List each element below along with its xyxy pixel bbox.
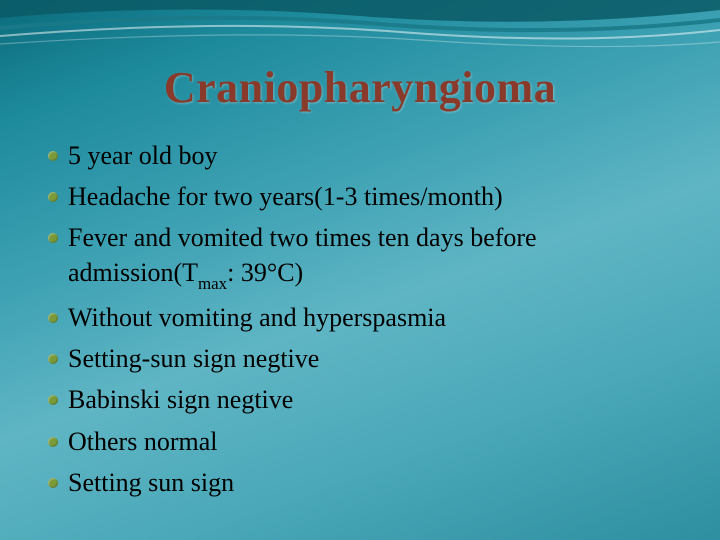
bullet-icon — [48, 478, 58, 488]
bullet-text: Headache for two years(1-3 times/month) — [68, 179, 680, 214]
bullet-icon — [48, 151, 58, 161]
bullet-text: Babinski sign negtive — [68, 382, 680, 417]
bullet-text: Fever and vomited two times ten days bef… — [68, 220, 680, 294]
list-item: Babinski sign negtive — [48, 382, 680, 417]
bullet-text: Without vomiting and hyperspasmia — [68, 300, 680, 335]
bullet-text: Others normal — [68, 424, 680, 459]
bullet-icon — [48, 233, 58, 243]
slide: Craniopharyngioma 5 year old boy Headach… — [0, 0, 720, 540]
list-item: Others normal — [48, 424, 680, 459]
slide-title: Craniopharyngioma — [0, 62, 720, 113]
bullet-text: Setting sun sign — [68, 465, 680, 500]
list-item: Setting-sun sign negtive — [48, 341, 680, 376]
bullet-icon — [48, 313, 58, 323]
bullet-text: Setting-sun sign negtive — [68, 341, 680, 376]
list-item: Headache for two years(1-3 times/month) — [48, 179, 680, 214]
bullet-icon — [48, 437, 58, 447]
list-item: 5 year old boy — [48, 138, 680, 173]
list-item: Fever and vomited two times ten days bef… — [48, 220, 680, 294]
bullet-text: 5 year old boy — [68, 138, 680, 173]
header-swoosh — [0, 0, 720, 60]
list-item: Without vomiting and hyperspasmia — [48, 300, 680, 335]
bullet-icon — [48, 192, 58, 202]
bullet-icon — [48, 395, 58, 405]
list-item: Setting sun sign — [48, 465, 680, 500]
bullet-icon — [48, 354, 58, 364]
bullet-list: 5 year old boy Headache for two years(1-… — [48, 138, 680, 506]
